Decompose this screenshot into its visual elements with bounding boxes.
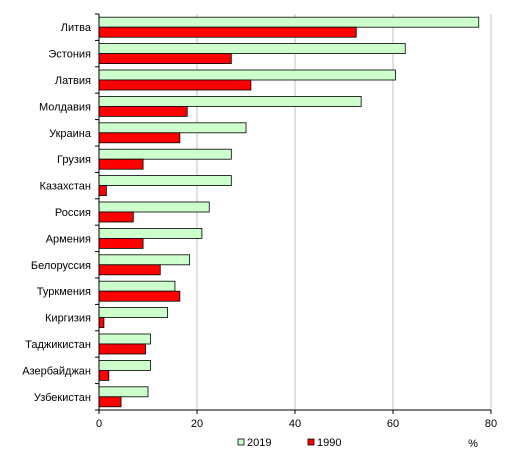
bar-1990-4 [98,132,181,144]
bar-2019-11 [98,307,168,319]
bar-2019-12 [98,333,151,345]
bar-2019-5 [98,148,232,160]
bar-2019-10 [98,280,176,292]
category-ticks [95,13,99,411]
bar-1990-0 [98,26,357,38]
bar-2019-3 [98,96,362,107]
bar-2019-4 [98,122,247,134]
legend-label-1990: 1990 [317,437,341,449]
x-tick-label: 40 [289,418,301,430]
category-label: Литва [61,22,92,34]
bar-2019-8 [98,227,203,239]
category-label: Украина [49,128,92,140]
legend-label-2019: 2019 [247,437,271,449]
category-label: Белоруссия [31,260,91,272]
x-tick-label: 80 [485,418,497,430]
bar-2019-6 [98,175,232,187]
x-tick-label: 0 [96,418,102,430]
bar-2019-14 [98,386,149,398]
x-tick-label: 60 [387,418,399,430]
bar-2019-7 [98,201,210,213]
bar-1990-7 [98,211,134,223]
bar-2019-0 [98,16,480,28]
bar-1990-14 [98,396,122,408]
category-label: Таджикистан [25,339,91,351]
category-label: Эстония [48,49,91,61]
bar-1990-5 [98,158,144,170]
legend: 2019 1990 [237,437,341,449]
bar-2019-2 [98,69,396,81]
bar-2019-13 [98,359,151,371]
bar-1990-9 [98,264,161,276]
category-label: Россия [55,207,91,219]
bar-1990-8 [98,237,144,249]
legend-swatch-1990 [307,438,315,446]
category-label: Казахстан [39,181,91,193]
category-label: Грузия [57,154,91,166]
x-axis-title: % [468,438,478,450]
category-label: Молдавия [39,101,91,113]
bar-1990-3 [98,106,188,117]
category-label: Армения [46,233,91,245]
category-label: Киргизия [45,313,91,325]
bar-1990-10 [98,290,181,302]
category-labels: Литва Эстония Латвия Молдавия Украина Грузия К… [22,22,92,404]
bar-1990-12 [98,343,146,355]
bar-1990-6 [98,185,107,197]
category-label: Азербайджан [22,365,91,377]
category-label: Узбекистан [34,392,91,404]
legend-swatch-2019 [237,438,245,446]
bar-1990-2 [98,79,252,91]
bar-1990-11 [98,317,105,329]
x-ticks: 0 20 40 60 80 [96,410,497,430]
category-label: Туркмения [37,286,91,298]
bar-2019-1 [98,43,406,54]
bar-2019-9 [98,254,191,266]
x-tick-label: 20 [191,418,203,430]
bar-1990-13 [98,369,110,381]
category-label: Латвия [55,75,91,87]
bar-1990-1 [98,53,232,64]
